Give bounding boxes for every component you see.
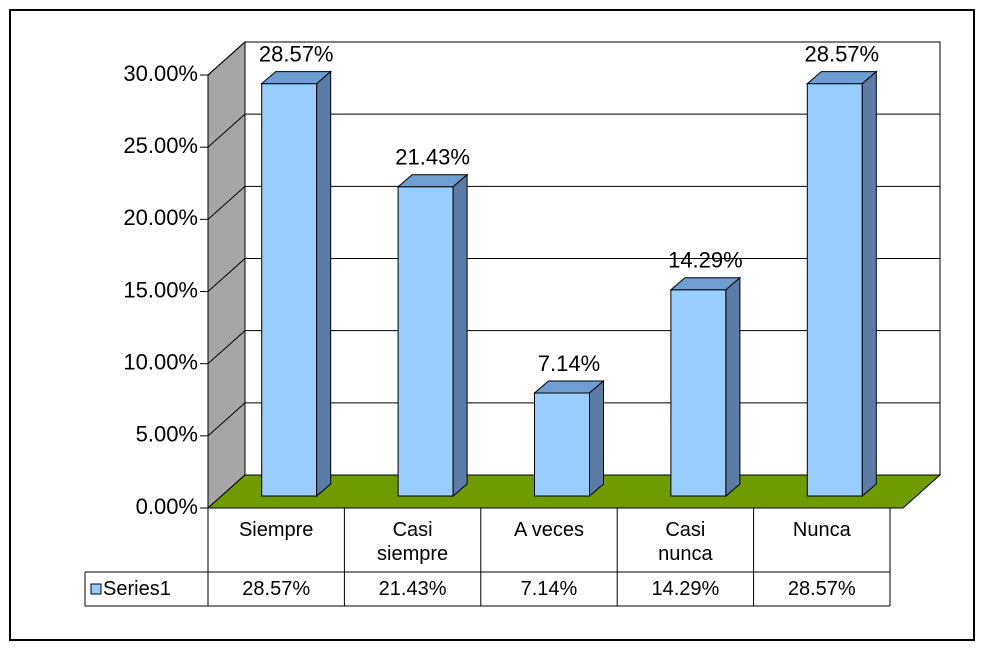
value-label: 21.43% [395,145,470,170]
value-label: 28.57% [804,41,879,66]
y-tick-label: 25.00% [123,133,198,158]
bar-side [861,70,877,498]
y-tick-label: 15.00% [123,277,198,302]
grid-line [207,185,940,220]
category-cell: Nunca [754,508,890,572]
category-cell-text: Casi nunca [658,519,713,565]
legend-entry: Series1 [103,567,171,601]
y-tick-label: 0.00% [136,494,198,519]
category-cell-text: Casi siempre [377,519,449,565]
value-label: 28.57% [259,41,334,66]
category-cell-text: Siempre [238,519,314,541]
legend-entry-text: Series1 [103,578,171,600]
grid-line [207,41,940,76]
bar-side [725,276,741,498]
table-value: 7.14% [481,567,617,601]
bar-side [589,379,604,498]
value-label: 7.14% [538,351,600,376]
y-tick-label: 30.00% [123,61,198,86]
bar [261,83,318,497]
table-value-text: 21.43% [378,578,447,600]
y-tick-label: 10.00% [123,349,198,374]
category-cell: Casi siempre [344,508,480,572]
category-cell: Siempre [208,508,344,572]
category-cell: Casi nunca [617,508,753,572]
bar-side [452,173,468,498]
table-value: 14.29% [617,567,753,601]
table-value: 28.57% [208,567,344,601]
bar [534,392,590,497]
bar [670,289,727,497]
category-cell-text: Nunca [792,519,851,541]
table-value-text: 14.29% [651,578,720,600]
category-cell: A veces [481,508,617,572]
category-cell-text: A veces [513,519,585,541]
y-tick-label: 20.00% [123,205,198,230]
table-value: 21.43% [344,567,480,601]
grid-line [207,258,940,292]
table-value: 28.57% [754,567,890,601]
value-label: 14.29% [668,248,743,273]
legend-swatch [90,583,102,595]
table-value-text: 28.57% [787,578,856,600]
bar [806,83,863,497]
y-tick-label: 5.00% [136,422,198,447]
table-value-text: 7.14% [520,578,578,600]
bar-side [316,70,332,498]
table-value-text: 28.57% [242,578,311,600]
bar [397,186,454,497]
grid-line [207,113,940,148]
